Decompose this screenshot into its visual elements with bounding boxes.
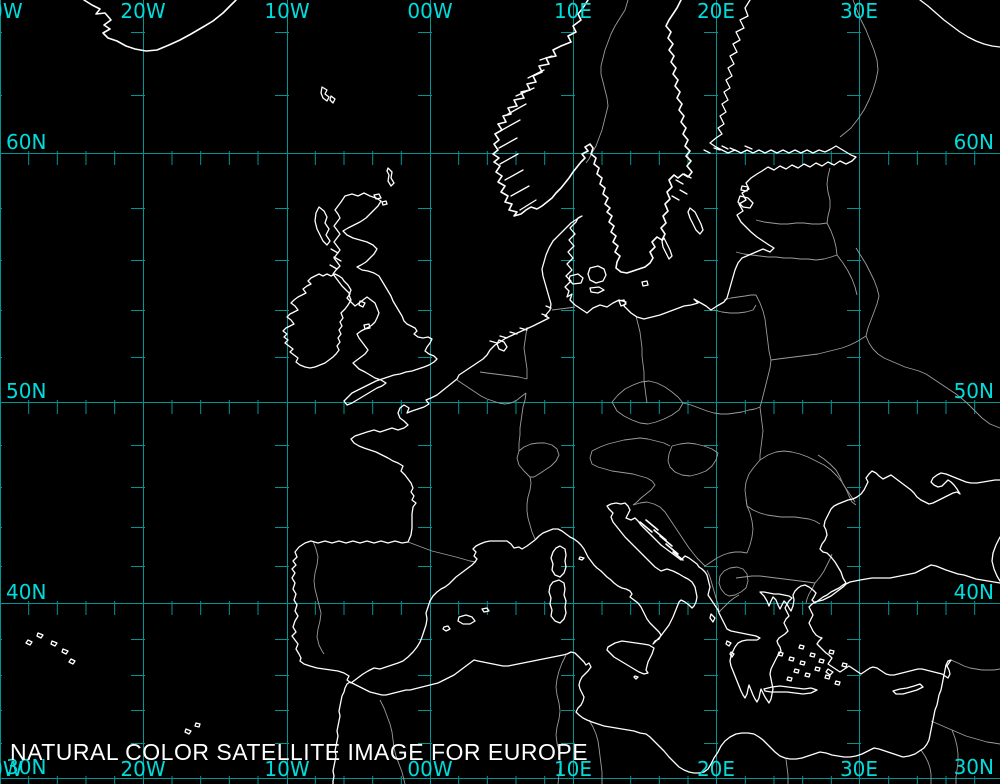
border-spain-portugal [312,540,325,655]
lat-label-right-30N: 30N [954,755,994,779]
border-tunisia-libya [588,719,603,784]
border-france-belgium-germany [456,371,528,451]
border-slovenia-croatia-bosnia [632,501,748,567]
scandinavia-coast [492,0,693,274]
border-lithuania-belarus [836,254,858,296]
lat-label-left-60N: 60N [6,130,46,154]
mainland-europe-coast [291,0,1000,704]
orkney-shetland [373,167,395,206]
border-slovakia [682,402,761,415]
lon-label-top-20E: 20E [697,0,735,23]
croatian-islands [639,519,684,561]
border-estonia-russia [826,167,831,224]
malta-elba [578,556,639,680]
anatolia-africa-coast [332,564,1000,784]
border-germany-poland [635,315,648,404]
border-algeria-tunisia [555,654,567,784]
lat-label-right-60N: 60N [954,130,994,154]
border-germany-denmark [551,306,576,311]
lat-label-right-50N: 50N [954,379,994,403]
lat-label-right-40N: 40N [954,580,994,604]
border-latvia-lithuania [735,251,838,261]
great-britain-coast [332,192,438,406]
caption-title: NATURAL COLOR SATELLITE IMAGE FOR EUROPE [10,739,589,765]
lat-label-left-50N: 50N [6,379,46,403]
sardinia [548,579,567,624]
border-albania-east [706,569,720,613]
lon-label-bottom-20W: 20W [120,757,165,781]
border-france-spain [407,541,477,563]
lon-label-top-30W: 30W [0,0,23,23]
ionian-islands [709,613,735,658]
border-hungary-ring [667,442,719,477]
black-sea-east-coast [991,536,1000,582]
lon-label-top-30E: 30E [840,0,878,23]
border-moldova-ukraine [817,454,856,503]
border-switzerland-ring [516,442,560,478]
border-belarus-russia-ukraine [855,247,1000,429]
border-greece-albania-macedonia [718,594,740,613]
border-estonia-latvia [755,219,828,225]
lat-label-left-30N: 30N [6,755,46,779]
rhodes [825,668,834,676]
cyprus [892,683,924,695]
lon-label-top-00W: 00W [407,0,452,23]
lon-label-top-20W: 20W [120,0,165,23]
lon-label-bottom-30E: 30E [840,757,878,781]
border-syria-jordan [930,720,1000,784]
border-morocco-algeria [379,699,406,784]
azores [25,632,76,665]
border-austria [589,437,671,506]
stockholm-archipelago [671,173,692,201]
border-macedonia-ring [718,566,749,597]
faroe-islands [320,86,336,104]
frisian-islands [489,305,552,344]
ijsselmeer [496,339,508,352]
caption-block: NATURAL COLOR SATELLITE IMAGE FOR EUROPE… [10,695,588,784]
border-poland-east [755,294,772,408]
border-france-italy [526,476,536,540]
madeira [184,722,201,735]
gotland-oland [661,207,704,260]
border-romania-ring [744,450,857,525]
norway-fjords [498,55,553,211]
balearic-islands [442,607,490,632]
hebrides [314,206,342,270]
border-finland-russia [839,0,879,138]
lon-label-top-10W: 10W [264,0,309,23]
border-norway-sweden [585,0,629,164]
corsica [550,545,567,578]
lon-label-bottom-30W: 30W [0,757,23,781]
white-sea-coast [919,0,1000,48]
border-libya-egypt [785,758,789,784]
estonian-islands [737,185,754,209]
sicily [606,640,655,675]
lat-label-left-40N: 40N [6,580,46,604]
iceland-south-coast [83,0,237,52]
border-kaliningrad [713,294,757,314]
crete [763,685,818,695]
aegean-islands [777,644,848,686]
danish-islands [568,265,649,307]
lon-label-bottom-10E: 10E [554,757,592,781]
border-bulgaria-greece-turkey [735,553,833,604]
lon-label-bottom-00W: 00W [407,757,452,781]
border-israel-jordan [920,749,932,784]
border-ukraine-romania-west [759,406,764,460]
border-latvia-russia [826,222,838,256]
border-netherlands-germany [523,326,528,379]
border-serbia-bulgaria [745,498,754,554]
ireland-coast [282,273,352,369]
lon-label-top-10E: 10E [554,0,592,23]
lon-label-bottom-10W: 10W [264,757,309,781]
finnish-archipelago [703,145,753,154]
border-turkey-syria [950,659,1000,671]
isle-of-man-anglesey [358,300,371,330]
border-ukraine-belarus [770,335,867,361]
lon-label-bottom-20E: 20E [697,757,735,781]
